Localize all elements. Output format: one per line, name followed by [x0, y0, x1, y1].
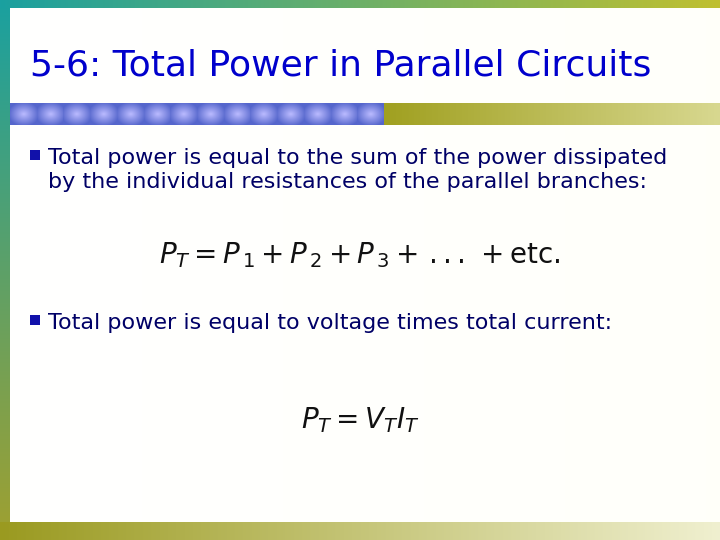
Text: $P_T = P_{\,1} + P_{\,2} + P_{\,3} +\,...\, + \mathrm{etc.}$: $P_T = P_{\,1} + P_{\,2} + P_{\,3} +\,..… — [159, 240, 561, 270]
Text: by the individual resistances of the parallel branches:: by the individual resistances of the par… — [48, 172, 647, 192]
Text: $P_T = V_T I_T$: $P_T = V_T I_T$ — [301, 405, 419, 435]
Bar — [30, 150, 40, 160]
Text: Total power is equal to the sum of the power dissipated: Total power is equal to the sum of the p… — [48, 148, 667, 168]
Text: 5-6: Total Power in Parallel Circuits: 5-6: Total Power in Parallel Circuits — [30, 48, 652, 82]
Bar — [30, 315, 40, 325]
Text: Total power is equal to voltage times total current:: Total power is equal to voltage times to… — [48, 313, 612, 333]
